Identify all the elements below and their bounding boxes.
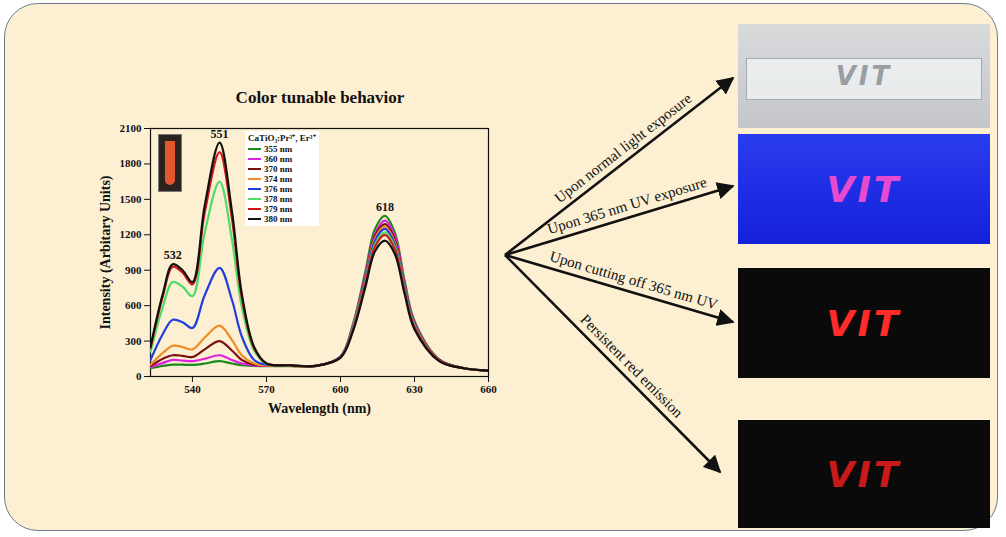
svg-text:Wavelength (nm): Wavelength (nm) bbox=[268, 401, 371, 417]
svg-text:570: 570 bbox=[258, 383, 275, 395]
svg-text:660: 660 bbox=[480, 383, 497, 395]
svg-text:Upon 365 nm UV exposure: Upon 365 nm UV exposure bbox=[545, 174, 708, 237]
html-text:370 nm: 370 nm bbox=[264, 164, 293, 174]
svg-text:532: 532 bbox=[164, 248, 182, 262]
svg-text:Upon cutting off 365 nm UV: Upon cutting off 365 nm UV bbox=[548, 248, 720, 313]
svg-text:Intensity (Arbitary Units): Intensity (Arbitary Units) bbox=[98, 175, 114, 329]
svg-text:618: 618 bbox=[376, 200, 394, 214]
svg-text:1200: 1200 bbox=[120, 228, 143, 240]
html-text:VIT: VIT bbox=[835, 61, 893, 91]
html-text:380 nm: 380 nm bbox=[264, 214, 293, 224]
html-text:CaTiO₃:Pr³⁺, Er³⁺: CaTiO₃:Pr³⁺, Er³⁺ bbox=[248, 133, 316, 143]
html-text:VIT: VIT bbox=[826, 302, 902, 344]
html-text:355 nm: 355 nm bbox=[264, 144, 293, 154]
svg-text:600: 600 bbox=[332, 383, 349, 395]
html-text:376 nm: 376 nm bbox=[264, 184, 293, 194]
svg-text:Upon normal light exposure: Upon normal light exposure bbox=[551, 90, 694, 206]
html-text:Color tunable behavior: Color tunable behavior bbox=[235, 88, 405, 107]
html-text:VIT: VIT bbox=[826, 168, 902, 210]
svg-text:900: 900 bbox=[125, 264, 142, 276]
svg-text:Persistent red emission: Persistent red emission bbox=[577, 311, 686, 421]
svg-text:1800: 1800 bbox=[120, 157, 143, 169]
svg-text:1500: 1500 bbox=[120, 193, 143, 205]
html-text:VIT: VIT bbox=[826, 453, 902, 495]
html-text:360 nm: 360 nm bbox=[264, 154, 293, 164]
svg-text:551: 551 bbox=[211, 127, 229, 141]
svg-text:2100: 2100 bbox=[120, 122, 143, 134]
html-text:374 nm: 374 nm bbox=[264, 174, 293, 184]
html-text:378 nm: 378 nm bbox=[264, 194, 293, 204]
html-text:379 nm: 379 nm bbox=[264, 204, 293, 214]
svg-text:540: 540 bbox=[184, 383, 201, 395]
svg-text:600: 600 bbox=[125, 299, 142, 311]
svg-text:0: 0 bbox=[136, 370, 142, 382]
svg-text:630: 630 bbox=[406, 383, 423, 395]
svg-text:300: 300 bbox=[125, 335, 142, 347]
